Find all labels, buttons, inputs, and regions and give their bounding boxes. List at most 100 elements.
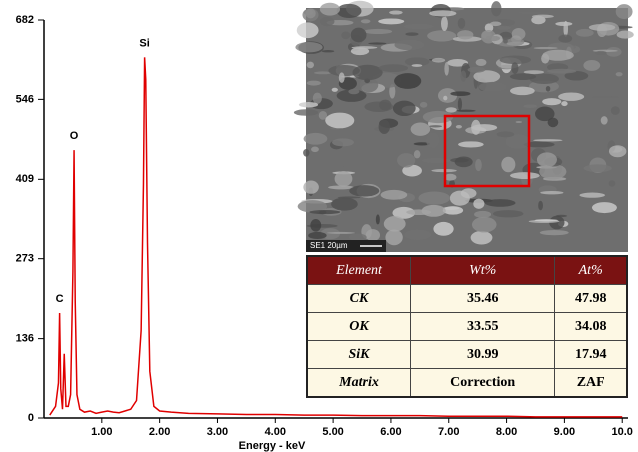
x-axis-label: Energy - keV <box>239 440 306 452</box>
table-row: CK35.4647.98 <box>307 285 627 313</box>
sem-texture <box>309 210 340 214</box>
table-cell: 30.99 <box>411 341 555 369</box>
sem-texture <box>366 229 380 241</box>
x-tick-label: 2.00 <box>149 426 170 438</box>
sem-texture <box>381 190 408 200</box>
sem-texture <box>397 153 415 167</box>
sem-texture <box>351 28 367 43</box>
sem-texture <box>332 138 354 146</box>
sem-texture <box>445 107 456 112</box>
sem-texture <box>393 101 416 116</box>
table-cell: OK <box>307 313 411 341</box>
sem-texture <box>532 15 554 19</box>
x-tick-label: 8.00 <box>496 426 517 438</box>
peak-label: C <box>56 293 64 305</box>
header-row: ElementWt%At% <box>307 256 627 285</box>
page: {"chart_data": {"type": "line", "xlabel"… <box>0 0 638 452</box>
sem-texture <box>441 16 448 31</box>
header-cell: At% <box>555 256 627 285</box>
sem-texture <box>394 73 421 89</box>
sem-texture <box>426 132 439 148</box>
sem-texture <box>617 31 634 39</box>
sem-texture <box>490 22 502 27</box>
sem-texture <box>429 125 442 127</box>
sem-texture <box>361 19 371 23</box>
sem-texture <box>540 230 569 235</box>
sem-texture <box>561 101 567 106</box>
sem-texture <box>338 196 361 198</box>
sem-texture <box>542 50 573 61</box>
table-cell: SiK <box>307 341 411 369</box>
sem-texture <box>307 81 321 86</box>
sem-texture <box>475 159 482 171</box>
sem-texture <box>308 232 327 239</box>
sem-texture <box>456 125 462 129</box>
sem-texture <box>563 21 568 37</box>
sem-texture <box>341 32 350 40</box>
table-cell: ZAF <box>555 369 627 398</box>
sem-texture <box>307 62 314 69</box>
sem-texture <box>583 60 600 71</box>
sem-texture <box>616 72 623 76</box>
sem-texture <box>364 29 392 34</box>
x-tick-label: 1.00 <box>91 426 112 438</box>
y-tick-label: 0 <box>28 412 34 424</box>
sem-texture <box>433 222 453 236</box>
sem-texture <box>414 150 421 158</box>
sem-texture <box>611 106 620 115</box>
sem-texture <box>512 28 526 40</box>
sem-texture <box>406 209 431 215</box>
table-row: OK33.5534.08 <box>307 313 627 341</box>
table-cell: 35.46 <box>411 285 555 313</box>
sem-texture <box>311 146 319 152</box>
sem-texture <box>313 93 322 104</box>
sem-texture <box>310 219 321 232</box>
sem-texture <box>472 217 497 233</box>
sem-texture <box>299 102 318 107</box>
sem-texture <box>450 91 470 96</box>
x-tick-label: 10.0 <box>612 426 633 438</box>
sem-texture <box>579 193 604 198</box>
sem-texture <box>601 116 608 125</box>
sem-texture <box>485 199 516 207</box>
sem-texture <box>405 32 418 35</box>
table-cell: 17.94 <box>555 341 627 369</box>
sem-texture <box>457 30 473 39</box>
sem-texture <box>320 3 340 16</box>
table-cell: CK <box>307 285 411 313</box>
sem-texture <box>427 30 456 41</box>
x-tick-label: 7.00 <box>438 426 459 438</box>
sem-texture <box>510 172 540 179</box>
sem-texture <box>384 216 406 232</box>
sem-texture <box>497 131 515 137</box>
sem-texture <box>458 18 465 29</box>
sem-texture <box>542 98 561 105</box>
sem-texture <box>379 120 390 134</box>
sem-texture <box>510 87 535 96</box>
sem-texture <box>304 133 328 145</box>
sem-texture <box>368 42 386 44</box>
table-cell: Matrix <box>307 369 411 398</box>
sem-texture <box>476 59 487 66</box>
sem-texture <box>303 149 309 157</box>
sem-texture <box>322 50 335 52</box>
y-tick-label: 136 <box>16 333 34 345</box>
sem-texture <box>327 232 355 234</box>
sem-texture <box>558 92 584 100</box>
sem-texture <box>534 47 558 49</box>
sem-texture <box>348 89 359 94</box>
sem-texture <box>473 199 484 209</box>
sem-texture <box>379 64 408 72</box>
sem-texture <box>404 24 434 29</box>
sem-texture <box>352 65 382 80</box>
sem-texture <box>503 39 508 44</box>
x-tick-label: 3.00 <box>207 426 228 438</box>
peak-label: O <box>70 130 79 142</box>
x-tick-label: 5.00 <box>322 426 343 438</box>
header-cell: Wt% <box>411 256 555 285</box>
table-cell: 33.55 <box>411 313 555 341</box>
sem-texture <box>335 166 344 169</box>
sem-texture <box>418 191 450 204</box>
sem-texture <box>332 88 338 92</box>
